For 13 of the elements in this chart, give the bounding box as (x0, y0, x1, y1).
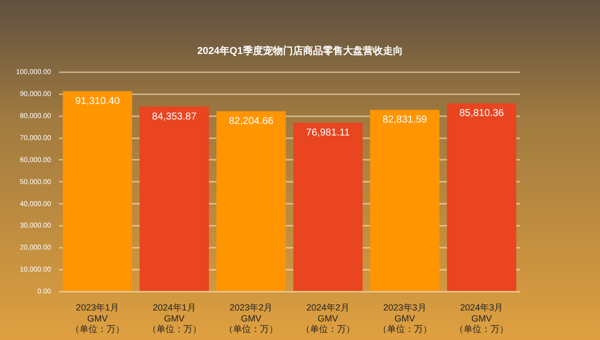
x-tick-label: 2023年1月 GMV （单位：万） (70, 302, 124, 334)
data-label: 85,810.36 (459, 108, 504, 120)
x-tick-label: 2024年3月 GMV （单位：万） (454, 302, 509, 334)
data-label: 84,353.87 (152, 111, 197, 122)
x-tick-label: 2023年3月 GMV （单位：万） (378, 302, 432, 334)
x-tick-label: 2024年1月 GMV （单位：万） (147, 302, 202, 334)
chart-title: 2024年Q1季度宠物门店商品零售大盘营收走向 (196, 44, 404, 59)
x-tick-label: 2023年2月 GMV （单位：万） (224, 302, 278, 334)
data-label: 91,310.40 (75, 96, 120, 108)
x-tick-label: 2024年2月 GMV （单位：万） (300, 302, 355, 334)
data-label: 76,981.11 (306, 127, 350, 138)
data-label: 82,204.66 (228, 116, 274, 127)
data-label: 82,831.59 (382, 114, 428, 126)
